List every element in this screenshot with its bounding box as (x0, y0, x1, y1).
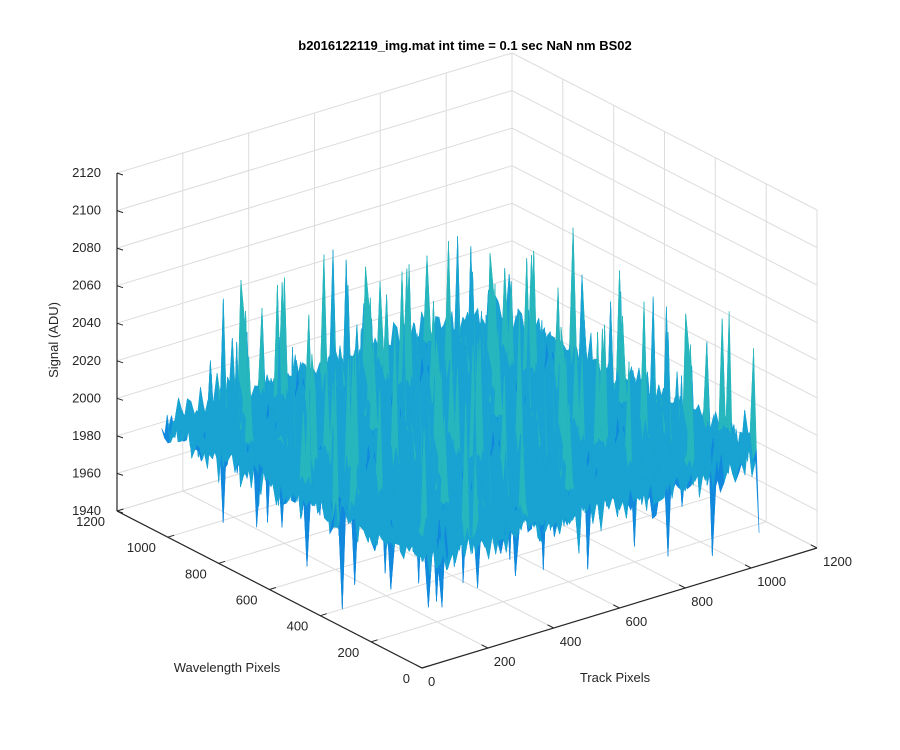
grid-line-back-right-horizontal (511, 240, 818, 399)
grid-line-back-left-horizontal (116, 52, 513, 174)
grid-line-back-right-horizontal (511, 165, 818, 324)
grid-line-back-left-horizontal (116, 127, 513, 249)
surface-mesh (161, 227, 760, 610)
grid-line-back-right-horizontal (511, 202, 818, 361)
grid-line-back-right-horizontal (511, 90, 818, 249)
grid-line-back-left-horizontal (116, 240, 513, 362)
grid-line-back-left-horizontal (116, 202, 513, 324)
grid-line-back-left-horizontal (116, 277, 513, 399)
grid-line-back-right-horizontal (511, 127, 818, 286)
grid-line-back-left-horizontal (116, 90, 513, 212)
grid-line-back-right-horizontal (511, 52, 818, 211)
grid-line-back-right-horizontal (511, 277, 818, 436)
grid-line-floor-y (371, 521, 767, 643)
grid-line-floor-y (320, 495, 716, 617)
grid-line-back-left-horizontal (116, 165, 513, 287)
